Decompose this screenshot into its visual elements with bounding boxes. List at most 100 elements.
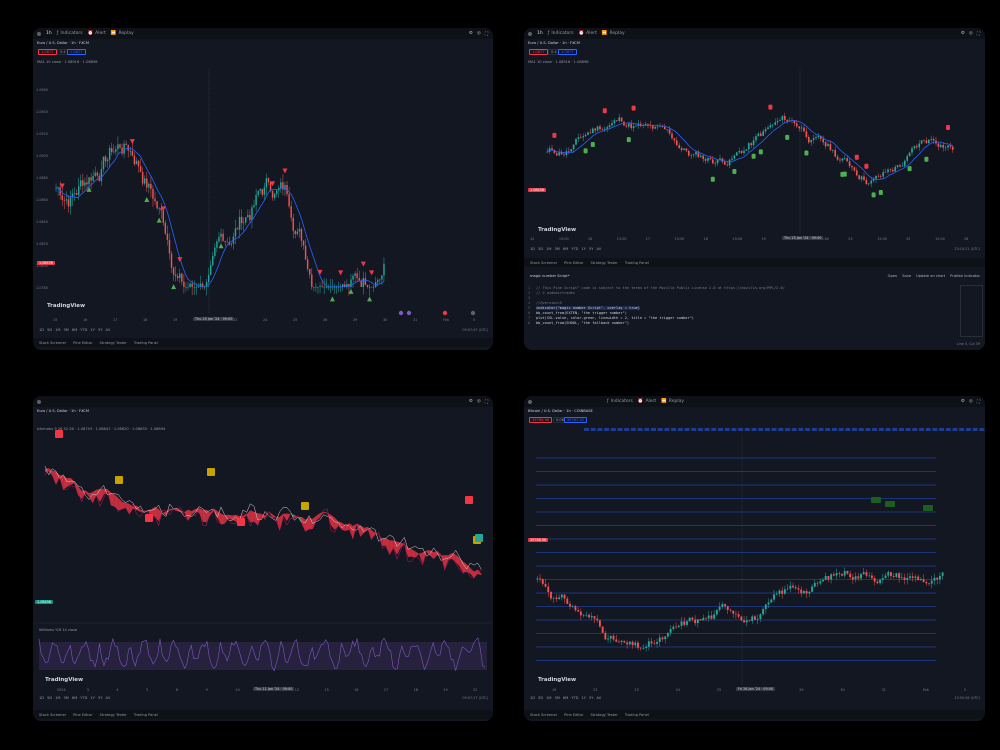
editor-action-button[interactable]: Open — [887, 274, 898, 278]
bottom-tab[interactable]: Trading Panel — [133, 712, 158, 717]
bottom-tab[interactable]: Stock Screener — [39, 712, 67, 717]
timeframe-option[interactable]: YTD — [571, 696, 579, 700]
ichimoku-chart[interactable] — [33, 396, 493, 721]
timeframe-option[interactable]: All — [105, 328, 110, 332]
editor-action-button[interactable]: Update on chart — [916, 274, 946, 278]
bottom-tab[interactable]: Strategy Tester — [99, 340, 127, 345]
settings-icon[interactable]: ⚙ — [960, 398, 965, 404]
code-line[interactable]: //@version=5 — [536, 301, 562, 305]
avatar[interactable] — [528, 31, 532, 36]
avatar[interactable] — [37, 31, 41, 36]
code-line[interactable]: plot(SSL.value, color.green, linewidth =… — [536, 316, 694, 320]
timeframe-option[interactable]: 3M — [63, 696, 69, 700]
avatar[interactable] — [37, 399, 41, 404]
sell-price-tag[interactable]: 1.0877 — [529, 49, 548, 55]
editor-action-button[interactable]: Publish indicator — [950, 274, 980, 278]
timeframe-option[interactable]: YTD — [571, 247, 579, 251]
timeframe-option[interactable]: 3M — [554, 696, 560, 700]
timeframe-option[interactable]: 1Y — [90, 696, 95, 700]
timeframe-option[interactable]: 1D — [39, 328, 45, 332]
bottom-tab[interactable]: Pine Editor — [73, 712, 93, 717]
bottom-tab[interactable]: Trading Panel — [624, 260, 649, 265]
timeframe-option[interactable]: 1M — [546, 247, 552, 251]
timeframe-option[interactable]: YTD — [80, 696, 88, 700]
bottom-tab[interactable]: Strategy Tester — [590, 260, 618, 265]
timeframe-option[interactable]: 6M — [71, 696, 78, 700]
bottom-tab[interactable]: Trading Panel — [624, 712, 649, 717]
bottom-tab[interactable]: Pine Editor — [564, 712, 584, 717]
alert-button[interactable]: ⏰ Alert — [87, 31, 106, 36]
sell-price-tag[interactable]: 39766.96 — [529, 417, 553, 423]
timeframe-option[interactable]: 5D — [538, 247, 544, 251]
timeframe-option[interactable]: 5D — [47, 328, 53, 332]
alert-button[interactable]: ⏰ Alert — [637, 399, 657, 404]
buy-price-tag[interactable]: 39767.02 — [564, 417, 588, 423]
settings-icon[interactable]: ⚙ — [960, 30, 965, 36]
alert-button[interactable]: ⏰ Alert — [578, 31, 597, 36]
timeframe-option[interactable]: 3M — [63, 328, 69, 332]
code-line[interactable]: indicator("magic number Script", overlay… — [536, 306, 640, 310]
timeframe-option[interactable]: 1M — [55, 328, 61, 332]
code-line[interactable]: // This Pine Script™ code is subject to … — [536, 286, 785, 290]
bottom-tab[interactable]: Strategy Tester — [590, 712, 618, 717]
timeframe-option[interactable]: All — [596, 247, 601, 251]
camera-icon[interactable]: ◎ — [476, 398, 481, 404]
fullscreen-icon[interactable]: ⛶ — [484, 399, 488, 405]
timeframe-option[interactable]: 3M — [554, 247, 560, 251]
replay-button[interactable]: ⏪ Replay — [601, 31, 625, 36]
candlestick-chart[interactable] — [33, 28, 493, 350]
indicators-button[interactable]: ƒ Indicators — [607, 399, 633, 404]
timeframe-option[interactable]: 1Y — [90, 328, 95, 332]
candlestick-chart[interactable] — [524, 396, 985, 721]
timeframe-option[interactable]: 1M — [546, 696, 552, 700]
timeframe-option[interactable]: 1M — [55, 696, 61, 700]
camera-icon[interactable]: ◎ — [476, 30, 481, 36]
candlestick-chart[interactable] — [524, 28, 985, 350]
code-line[interactable]: bb_count_from(SHOOL, "the fallback numbe… — [536, 321, 630, 325]
timeframe-option[interactable]: 5Y — [97, 328, 103, 332]
code-editor[interactable]: 1 // This Pine Script™ code is subject to… — [524, 282, 954, 340]
settings-icon[interactable]: ⚙ — [468, 398, 473, 404]
timeframe-option[interactable]: All — [596, 696, 601, 700]
fullscreen-icon[interactable]: ⛶ — [976, 399, 980, 405]
bottom-tab[interactable]: Stock Screener — [39, 340, 67, 345]
timeframe-option[interactable]: 1Y — [581, 247, 586, 251]
timeframe-option[interactable]: 5Y — [97, 696, 103, 700]
bottom-tab[interactable]: Pine Editor — [564, 260, 584, 265]
symbol-search[interactable]: 1h — [537, 31, 543, 36]
bottom-tab[interactable]: Trading Panel — [133, 340, 158, 345]
timeframe-option[interactable]: 1Y — [581, 696, 586, 700]
camera-icon[interactable]: ◎ — [968, 398, 973, 404]
avatar[interactable] — [528, 399, 532, 404]
timeframe-option[interactable]: 6M — [562, 696, 569, 700]
timeframe-option[interactable]: 6M — [71, 328, 78, 332]
fullscreen-icon[interactable]: ⛶ — [976, 31, 980, 37]
settings-icon[interactable]: ⚙ — [468, 30, 473, 36]
bottom-tab[interactable]: Strategy Tester — [99, 712, 127, 717]
fullscreen-icon[interactable]: ⛶ — [484, 31, 488, 37]
code-line[interactable]: bb_count_from(EXTEN, "the trigger number… — [536, 311, 627, 315]
camera-icon[interactable]: ◎ — [968, 30, 973, 36]
code-line[interactable]: // © ozdemirtrades — [536, 291, 575, 295]
bottom-tab[interactable]: Stock Screener — [530, 712, 558, 717]
script-name[interactable]: magic number Script* — [530, 274, 570, 278]
buy-price-tag[interactable]: 1.0877 — [67, 49, 86, 55]
buy-price-tag[interactable]: 1.0877 — [558, 49, 577, 55]
replay-button[interactable]: ⏪ Replay — [661, 399, 684, 404]
indicators-button[interactable]: ƒ Indicators — [547, 31, 574, 36]
replay-button[interactable]: ⏪ Replay — [110, 31, 134, 36]
timeframe-option[interactable]: 5D — [538, 696, 544, 700]
timeframe-option[interactable]: 5Y — [588, 247, 594, 251]
timeframe-option[interactable]: 1D — [530, 696, 536, 700]
sell-price-tag[interactable]: 1.0877 — [38, 49, 57, 55]
timeframe-option[interactable]: 6M — [562, 247, 569, 251]
indicators-button[interactable]: ƒ Indicators — [56, 31, 83, 36]
editor-action-button[interactable]: Save — [902, 274, 912, 278]
timeframe-option[interactable]: All — [105, 696, 110, 700]
timeframe-option[interactable]: 5Y — [588, 696, 594, 700]
symbol-search[interactable]: 1h — [46, 31, 52, 36]
timeframe-option[interactable]: YTD — [80, 328, 88, 332]
bottom-tab[interactable]: Stock Screener — [530, 260, 558, 265]
bottom-tab[interactable]: Pine Editor — [73, 340, 93, 345]
timeframe-option[interactable]: 1D — [530, 247, 536, 251]
